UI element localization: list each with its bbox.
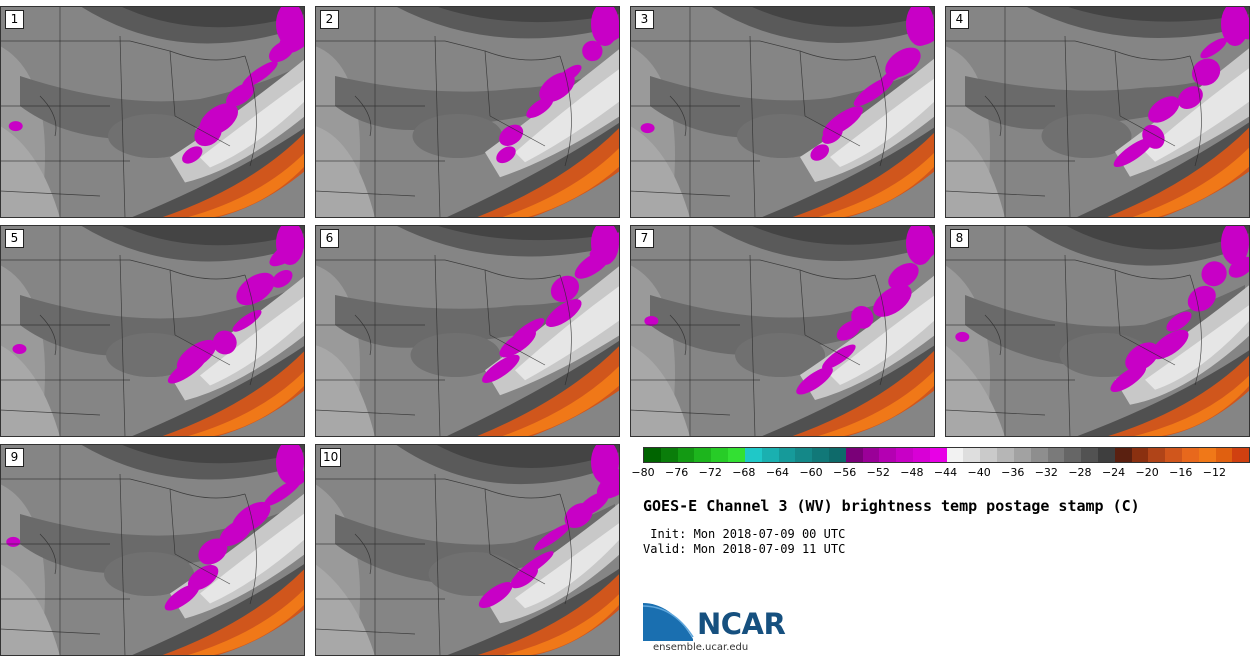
colorbar-tick-label: −80 (631, 466, 655, 479)
ncar-logo-icon (643, 601, 698, 641)
colorbar-segment (761, 448, 779, 462)
colorbar-segment (677, 448, 695, 462)
colorbar-segment (1030, 448, 1048, 462)
colorbar-segment (946, 448, 964, 462)
member-label-7: 7 (635, 229, 654, 248)
colorbar-segment (997, 448, 1014, 462)
colorbar-segment (913, 448, 930, 462)
colorbar-tick-label: −52 (866, 466, 890, 479)
wv-map-9 (0, 444, 305, 656)
colorbar-tick-label: −64 (765, 466, 790, 479)
ncar-logo-text: NCAR (697, 607, 786, 641)
stamp-panel-2: 2 (315, 6, 620, 218)
colorbar-segment (845, 448, 863, 462)
figure-title: GOES-E Channel 3 (WV) brightness temp po… (643, 497, 1140, 515)
stamp-panel-4: 4 (945, 6, 1250, 218)
colorbar-segment (1165, 448, 1182, 462)
colorbar-segment (828, 448, 846, 462)
wv-map-6 (315, 225, 620, 437)
stamp-panel-7: 7 (630, 225, 935, 437)
wv-map-5 (0, 225, 305, 437)
member-label-10: 10 (320, 448, 342, 467)
colorbar-segment (1232, 448, 1250, 462)
colorbar-tick-label: −24 (1101, 466, 1126, 479)
colorbar-segment (694, 448, 712, 462)
member-label-8: 8 (950, 229, 969, 248)
wv-map-10 (315, 444, 620, 656)
colorbar-segment (1182, 448, 1199, 462)
colorbar-segment (929, 448, 947, 462)
colorbar-tick-label: −60 (799, 466, 823, 479)
colorbar-segment (812, 448, 829, 462)
member-label-1: 1 (5, 10, 24, 29)
member-label-9: 9 (5, 448, 24, 467)
member-label-4: 4 (950, 10, 969, 29)
wv-map-1 (0, 6, 305, 218)
stamp-panel-10: 10 (315, 444, 620, 656)
colorbar-segment (728, 448, 745, 462)
colorbar-ticks: −80 −76 −72 −68 −64 −60 −56 −52 −48 −44 −40 −36 −32−… (631, 466, 1248, 482)
stamp-panel-5: 5 (0, 225, 305, 437)
colorbar-segment (644, 448, 661, 462)
colorbar-segment (1097, 448, 1115, 462)
colorbar-tick-label: −56 (833, 466, 857, 479)
member-label-3: 3 (635, 10, 654, 29)
stamp-panel-1: 1 (0, 6, 305, 218)
colorbar-segment (1013, 448, 1031, 462)
colorbar-segment (1081, 448, 1098, 462)
valid-time: Valid: Mon 2018-07-09 11 UTC (643, 542, 846, 556)
init-time: Init: Mon 2018-07-09 00 UTC (643, 527, 846, 541)
colorbar-segment (795, 448, 813, 462)
site-url: ensemble.ucar.edu (653, 642, 749, 653)
member-label-2: 2 (320, 10, 339, 29)
colorbar-segment (896, 448, 913, 462)
colorbar-segment (1148, 448, 1166, 462)
colorbar-tick-label: −44 (933, 466, 958, 479)
colorbar-tick-label: −20 (1135, 466, 1159, 479)
stamp-panel-3: 3 (630, 6, 935, 218)
colorbar-tick-label: −48 (900, 466, 924, 479)
colorbar-segment (1198, 448, 1216, 462)
colorbar-segment (660, 448, 678, 462)
colorbar-tick-label: −72 (698, 466, 722, 479)
colorbar-tick-label: −36 (1001, 466, 1025, 479)
colorbar-segment (963, 448, 981, 462)
colorbar-segment (1215, 448, 1233, 462)
colorbar-tick-label: −12 (1202, 466, 1226, 479)
wv-map-2 (315, 6, 620, 218)
colorbar-tick-label: −32 (1034, 466, 1058, 479)
colorbar-segment (1064, 448, 1082, 462)
wv-map-7 (630, 225, 935, 437)
colorbar-tick-label: −76 (665, 466, 689, 479)
stamp-panel-8: 8 (945, 225, 1250, 437)
colorbar (643, 447, 1250, 463)
wv-map-4 (945, 6, 1250, 218)
colorbar-segment (711, 448, 729, 462)
stamp-panel-9: 9 (0, 444, 305, 656)
stamp-panel-6: 6 (315, 225, 620, 437)
colorbar-segment (1114, 448, 1132, 462)
colorbar-segment (980, 448, 998, 462)
colorbar-tick-label: −16 (1169, 466, 1193, 479)
member-label-5: 5 (5, 229, 24, 248)
colorbar-tick-label: −68 (732, 466, 756, 479)
colorbar-segment (778, 448, 796, 462)
colorbar-tick-label: −28 (1068, 466, 1092, 479)
colorbar-segment (862, 448, 880, 462)
colorbar-segment (1131, 448, 1149, 462)
colorbar-segment (1047, 448, 1065, 462)
colorbar-segment (879, 448, 897, 462)
member-label-6: 6 (320, 229, 339, 248)
colorbar-tick-label: −40 (967, 466, 991, 479)
wv-map-8 (945, 225, 1250, 437)
wv-map-3 (630, 6, 935, 218)
colorbar-segment (744, 448, 762, 462)
